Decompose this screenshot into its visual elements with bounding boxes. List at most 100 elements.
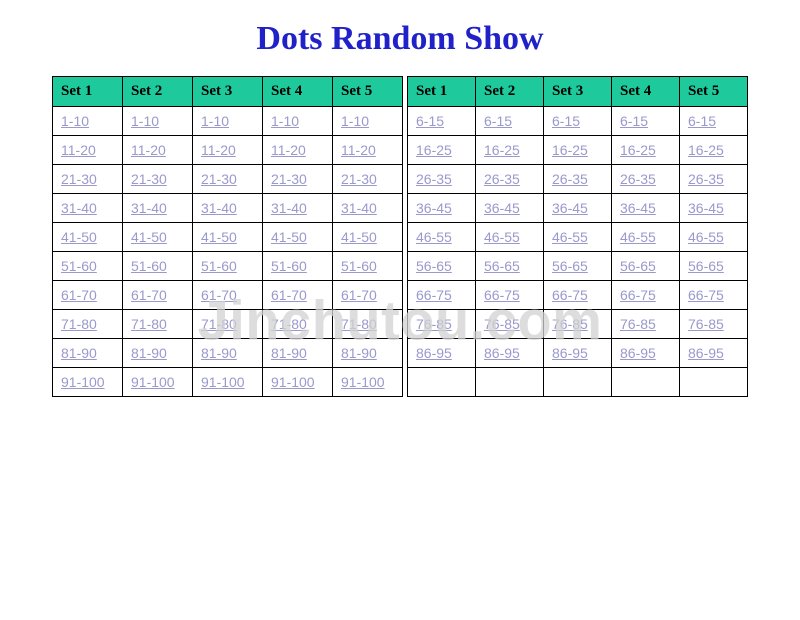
left-link-1-10-set3[interactable]: 1-10	[201, 113, 229, 129]
right-link-76-85-set1[interactable]: 76-85	[416, 316, 452, 332]
left-link-71-80-set1[interactable]: 71-80	[61, 316, 97, 332]
left-link-71-80-set4[interactable]: 71-80	[271, 316, 307, 332]
right-link-16-25-set3[interactable]: 16-25	[552, 142, 588, 158]
left-link-21-30-set4[interactable]: 21-30	[271, 171, 307, 187]
left-link-31-40-set4[interactable]: 31-40	[271, 200, 307, 216]
right-link-36-45-set4[interactable]: 36-45	[620, 200, 656, 216]
left-link-11-20-set2[interactable]: 11-20	[131, 142, 166, 158]
left-link-11-20-set4[interactable]: 11-20	[271, 142, 306, 158]
right-link-46-55-set5[interactable]: 46-55	[688, 229, 724, 245]
table-cell: 66-75	[680, 281, 748, 310]
left-link-21-30-set1[interactable]: 21-30	[61, 171, 97, 187]
left-link-11-20-set5[interactable]: 11-20	[341, 142, 376, 158]
left-link-41-50-set4[interactable]: 41-50	[271, 229, 307, 245]
right-link-36-45-set2[interactable]: 36-45	[484, 200, 520, 216]
right-link-16-25-set2[interactable]: 16-25	[484, 142, 520, 158]
left-link-21-30-set2[interactable]: 21-30	[131, 171, 167, 187]
right-link-16-25-set1[interactable]: 16-25	[416, 142, 452, 158]
left-link-81-90-set3[interactable]: 81-90	[201, 345, 237, 361]
right-link-66-75-set1[interactable]: 66-75	[416, 287, 452, 303]
left-link-31-40-set2[interactable]: 31-40	[131, 200, 167, 216]
right-link-56-65-set3[interactable]: 56-65	[552, 258, 588, 274]
right-link-6-15-set1[interactable]: 6-15	[416, 113, 444, 129]
right-link-6-15-set5[interactable]: 6-15	[688, 113, 716, 129]
left-link-1-10-set1[interactable]: 1-10	[61, 113, 89, 129]
right-link-86-95-set1[interactable]: 86-95	[416, 345, 452, 361]
right-link-66-75-set2[interactable]: 66-75	[484, 287, 520, 303]
left-link-61-70-set2[interactable]: 61-70	[131, 287, 167, 303]
left-link-21-30-set5[interactable]: 21-30	[341, 171, 377, 187]
right-link-46-55-set1[interactable]: 46-55	[416, 229, 452, 245]
left-link-91-100-set2[interactable]: 91-100	[131, 374, 175, 390]
right-link-36-45-set5[interactable]: 36-45	[688, 200, 724, 216]
right-link-76-85-set5[interactable]: 76-85	[688, 316, 724, 332]
left-link-41-50-set5[interactable]: 41-50	[341, 229, 377, 245]
right-link-66-75-set5[interactable]: 66-75	[688, 287, 724, 303]
left-link-61-70-set5[interactable]: 61-70	[341, 287, 377, 303]
left-link-51-60-set2[interactable]: 51-60	[131, 258, 167, 274]
right-link-56-65-set2[interactable]: 56-65	[484, 258, 520, 274]
left-link-51-60-set3[interactable]: 51-60	[201, 258, 237, 274]
right-link-26-35-set2[interactable]: 26-35	[484, 171, 520, 187]
column-header-set-3: Set 3	[544, 77, 612, 107]
right-link-26-35-set3[interactable]: 26-35	[552, 171, 588, 187]
left-link-91-100-set5[interactable]: 91-100	[341, 374, 385, 390]
right-link-76-85-set2[interactable]: 76-85	[484, 316, 520, 332]
left-link-81-90-set1[interactable]: 81-90	[61, 345, 97, 361]
left-link-61-70-set4[interactable]: 61-70	[271, 287, 307, 303]
right-link-86-95-set5[interactable]: 86-95	[688, 345, 724, 361]
left-link-71-80-set2[interactable]: 71-80	[131, 316, 167, 332]
right-link-16-25-set4[interactable]: 16-25	[620, 142, 656, 158]
left-link-81-90-set2[interactable]: 81-90	[131, 345, 167, 361]
table-cell: 91-100	[53, 368, 123, 397]
left-link-41-50-set2[interactable]: 41-50	[131, 229, 167, 245]
right-link-6-15-set2[interactable]: 6-15	[484, 113, 512, 129]
left-link-11-20-set3[interactable]: 11-20	[201, 142, 236, 158]
table-cell: 1-10	[123, 107, 193, 136]
right-link-56-65-set1[interactable]: 56-65	[416, 258, 452, 274]
right-link-26-35-set4[interactable]: 26-35	[620, 171, 656, 187]
right-link-56-65-set4[interactable]: 56-65	[620, 258, 656, 274]
right-link-26-35-set1[interactable]: 26-35	[416, 171, 452, 187]
left-link-11-20-set1[interactable]: 11-20	[61, 142, 96, 158]
left-link-1-10-set2[interactable]: 1-10	[131, 113, 159, 129]
left-link-1-10-set5[interactable]: 1-10	[341, 113, 369, 129]
left-link-61-70-set1[interactable]: 61-70	[61, 287, 97, 303]
table-cell: 86-95	[408, 339, 476, 368]
left-link-71-80-set5[interactable]: 71-80	[341, 316, 377, 332]
left-link-31-40-set3[interactable]: 31-40	[201, 200, 237, 216]
right-link-46-55-set2[interactable]: 46-55	[484, 229, 520, 245]
left-link-21-30-set3[interactable]: 21-30	[201, 171, 237, 187]
right-link-76-85-set4[interactable]: 76-85	[620, 316, 656, 332]
left-link-81-90-set4[interactable]: 81-90	[271, 345, 307, 361]
left-link-1-10-set4[interactable]: 1-10	[271, 113, 299, 129]
left-link-51-60-set5[interactable]: 51-60	[341, 258, 377, 274]
left-link-41-50-set1[interactable]: 41-50	[61, 229, 97, 245]
right-link-56-65-set5[interactable]: 56-65	[688, 258, 724, 274]
right-link-6-15-set3[interactable]: 6-15	[552, 113, 580, 129]
right-link-86-95-set2[interactable]: 86-95	[484, 345, 520, 361]
right-link-86-95-set4[interactable]: 86-95	[620, 345, 656, 361]
left-link-81-90-set5[interactable]: 81-90	[341, 345, 377, 361]
right-link-46-55-set4[interactable]: 46-55	[620, 229, 656, 245]
right-link-36-45-set3[interactable]: 36-45	[552, 200, 588, 216]
right-link-76-85-set3[interactable]: 76-85	[552, 316, 588, 332]
right-link-46-55-set3[interactable]: 46-55	[552, 229, 588, 245]
left-link-31-40-set1[interactable]: 31-40	[61, 200, 97, 216]
left-link-51-60-set4[interactable]: 51-60	[271, 258, 307, 274]
left-link-51-60-set1[interactable]: 51-60	[61, 258, 97, 274]
left-link-71-80-set3[interactable]: 71-80	[201, 316, 237, 332]
right-link-36-45-set1[interactable]: 36-45	[416, 200, 452, 216]
right-link-26-35-set5[interactable]: 26-35	[688, 171, 724, 187]
right-link-66-75-set4[interactable]: 66-75	[620, 287, 656, 303]
left-link-91-100-set4[interactable]: 91-100	[271, 374, 315, 390]
left-link-91-100-set1[interactable]: 91-100	[61, 374, 105, 390]
right-link-16-25-set5[interactable]: 16-25	[688, 142, 724, 158]
right-link-6-15-set4[interactable]: 6-15	[620, 113, 648, 129]
left-link-91-100-set3[interactable]: 91-100	[201, 374, 245, 390]
right-link-66-75-set3[interactable]: 66-75	[552, 287, 588, 303]
left-link-61-70-set3[interactable]: 61-70	[201, 287, 237, 303]
left-link-41-50-set3[interactable]: 41-50	[201, 229, 237, 245]
right-link-86-95-set3[interactable]: 86-95	[552, 345, 588, 361]
left-link-31-40-set5[interactable]: 31-40	[341, 200, 377, 216]
